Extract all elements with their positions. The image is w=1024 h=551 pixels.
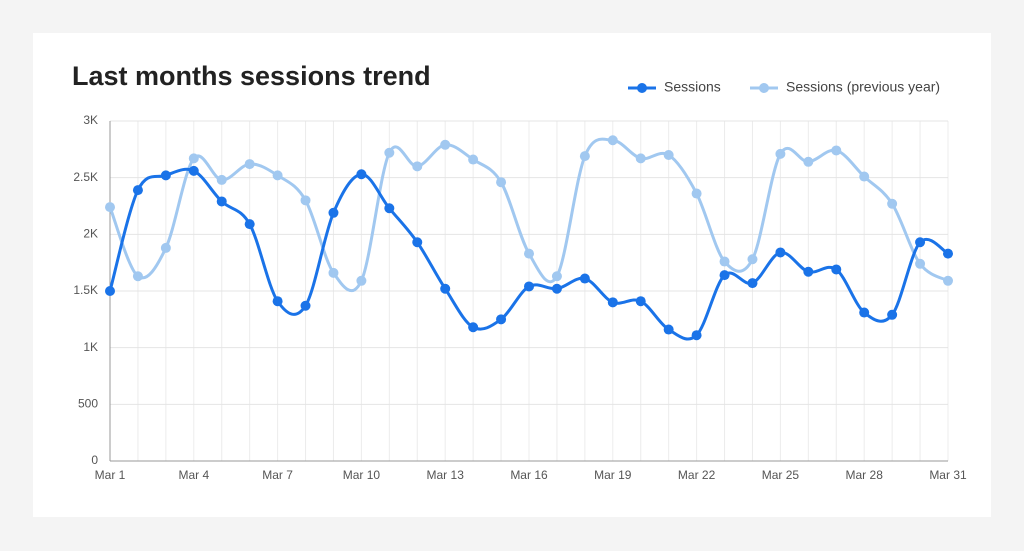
data-point — [943, 248, 953, 259]
x-tick-label: Mar 7 — [262, 468, 293, 482]
data-point — [579, 273, 590, 284]
y-tick-label: 1.5K — [73, 283, 98, 297]
data-point — [915, 258, 926, 269]
data-point — [216, 196, 227, 207]
legend-dot — [637, 83, 647, 93]
data-point — [300, 195, 311, 206]
data-point — [328, 207, 339, 218]
data-point — [551, 283, 562, 294]
data-point — [747, 278, 758, 289]
y-tick-label: 500 — [78, 397, 98, 411]
data-point — [691, 330, 702, 341]
y-tick-label: 1K — [83, 340, 98, 354]
data-point — [691, 188, 702, 199]
data-point — [747, 254, 758, 265]
data-point — [356, 275, 367, 286]
data-point — [524, 248, 534, 259]
x-tick-label: Mar 16 — [510, 468, 548, 482]
data-point — [160, 242, 171, 253]
data-point — [272, 296, 283, 307]
x-tick-label: Mar 22 — [678, 468, 716, 482]
x-tick-label: Mar 28 — [846, 468, 884, 482]
data-point — [468, 154, 479, 165]
legend-label: Sessions — [664, 79, 721, 95]
y-tick-label: 2.5K — [73, 170, 98, 184]
data-point — [859, 171, 870, 182]
data-point — [244, 159, 255, 170]
x-tick-label: Mar 10 — [343, 468, 381, 482]
data-point — [803, 156, 814, 167]
data-point — [132, 271, 143, 282]
data-point — [384, 147, 395, 158]
data-point — [328, 267, 339, 278]
x-tick-label: Mar 19 — [594, 468, 632, 482]
data-point — [607, 297, 618, 308]
data-point — [635, 296, 646, 307]
data-point — [160, 170, 171, 181]
y-tick-label: 0 — [91, 453, 98, 467]
data-point — [663, 150, 674, 160]
x-tick-label: Mar 1 — [95, 468, 126, 482]
data-point — [635, 153, 646, 164]
data-point — [356, 169, 367, 180]
data-point — [188, 153, 199, 164]
data-point — [132, 185, 143, 196]
legend-dot — [759, 83, 769, 93]
data-point — [216, 174, 227, 185]
data-point — [775, 247, 786, 258]
data-point — [412, 161, 423, 172]
data-point — [663, 324, 674, 335]
y-tick-label: 3K — [83, 113, 98, 127]
data-point — [524, 281, 534, 292]
data-point — [551, 271, 562, 282]
x-tick-label: Mar 4 — [178, 468, 209, 482]
data-point — [384, 203, 395, 214]
data-point — [105, 202, 115, 213]
data-point — [831, 145, 842, 156]
data-point — [803, 266, 814, 277]
data-point — [719, 256, 730, 267]
data-point — [579, 151, 590, 162]
data-point — [831, 264, 842, 275]
data-point — [859, 307, 870, 318]
x-tick-label: Mar 25 — [762, 468, 800, 482]
data-point — [440, 139, 451, 150]
x-tick-label: Mar 13 — [427, 468, 465, 482]
card — [33, 33, 991, 517]
data-point — [607, 135, 618, 146]
data-point — [300, 300, 311, 311]
data-point — [496, 177, 507, 188]
legend-label: Sessions (previous year) — [786, 79, 940, 95]
data-point — [496, 314, 507, 325]
data-point — [188, 165, 199, 176]
data-point — [412, 237, 423, 248]
data-point — [719, 270, 730, 281]
data-point — [887, 309, 898, 320]
chart-title: Last months sessions trend — [72, 61, 431, 91]
data-point — [272, 170, 283, 181]
data-point — [105, 286, 115, 296]
data-point — [468, 322, 479, 333]
y-tick-label: 2K — [83, 227, 98, 241]
data-point — [244, 219, 255, 230]
data-point — [440, 283, 451, 294]
data-point — [775, 148, 786, 159]
data-point — [887, 198, 898, 209]
data-point — [915, 237, 926, 248]
x-tick-label: Mar 31 — [929, 468, 967, 482]
data-point — [943, 275, 953, 286]
